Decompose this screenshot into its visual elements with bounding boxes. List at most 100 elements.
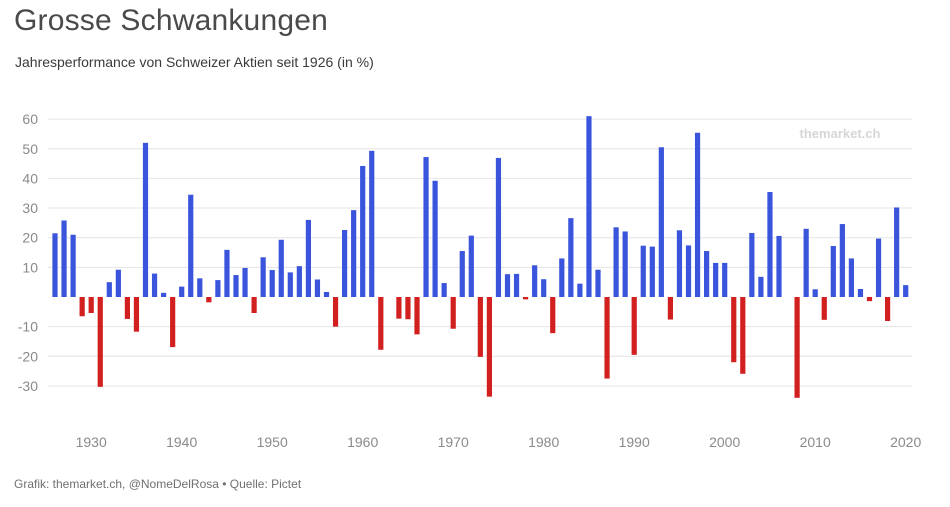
bar-1983 [568, 218, 574, 297]
bar-1958 [342, 229, 348, 297]
bar-1989 [622, 231, 628, 297]
bar-1980 [541, 279, 547, 297]
bar-2002 [740, 297, 746, 374]
bar-1974 [486, 297, 492, 397]
bar-2008 [794, 297, 800, 398]
bar-1926 [52, 233, 58, 297]
bar-2015 [857, 288, 864, 297]
bar-1991 [640, 245, 646, 297]
bar-1978 [523, 297, 529, 300]
bar-2013 [839, 224, 845, 297]
bar-2001 [731, 297, 737, 363]
x-axis-ticks: 1930 1940 1950 1960 1970 1980 1990 2000 2010 2020 [76, 434, 922, 450]
watermark: themarket.ch [800, 126, 881, 141]
bar-1935 [133, 297, 140, 332]
bar-1996 [685, 245, 692, 297]
bars [52, 116, 909, 398]
bar-1961 [369, 150, 375, 297]
y-tick-label: 10 [22, 259, 38, 275]
bar-1984 [577, 283, 583, 297]
bar-1971 [459, 251, 465, 297]
x-tick-label: 1950 [257, 434, 288, 450]
bar-1937 [151, 273, 158, 297]
bar-1948 [251, 297, 257, 314]
bar-1946 [233, 275, 239, 297]
bar-1965 [405, 297, 411, 320]
bar-1940 [179, 286, 185, 297]
bar-1928 [70, 234, 76, 298]
bar-1977 [513, 273, 520, 297]
bar-1942 [197, 278, 203, 297]
bar-1951 [278, 239, 284, 297]
y-tick-label: -10 [18, 319, 38, 335]
bar-1994 [667, 297, 673, 320]
y-tick-label: -30 [18, 378, 38, 394]
bar-2019 [894, 207, 900, 297]
bar-1973 [477, 297, 483, 357]
bar-1933 [115, 269, 121, 297]
bar-1995 [676, 230, 683, 297]
bar-2004 [758, 276, 764, 297]
bar-2010 [812, 289, 818, 297]
bar-2005 [767, 192, 773, 297]
bar-1970 [450, 297, 456, 329]
bar-1944 [215, 280, 221, 297]
bar-1999 [713, 262, 719, 297]
bar-1945 [224, 249, 230, 297]
bar-2006 [776, 235, 782, 297]
bar-2018 [885, 297, 891, 322]
x-tick-label: 2000 [709, 434, 740, 450]
bar-1927 [61, 220, 67, 297]
bar-1993 [658, 147, 664, 297]
bar-1936 [142, 142, 149, 297]
bar-1938 [161, 292, 167, 297]
bar-1929 [79, 297, 85, 317]
bar-1982 [559, 258, 565, 297]
bar-2020 [903, 285, 909, 297]
bar-2003 [749, 232, 755, 297]
bar-1998 [704, 251, 710, 297]
x-tick-label: 1930 [76, 434, 107, 450]
y-tick-label: 60 [22, 111, 38, 127]
bar-1985 [586, 116, 592, 297]
bar-1941 [188, 194, 194, 297]
bar-chart: 60 50 40 30 2010 -10 -20 -30 1930 1940 1950 1960 19… [18, 111, 922, 450]
chart-title: Grosse Schwankungen [14, 4, 328, 37]
bar-1968 [432, 180, 438, 297]
bar-1959 [351, 210, 357, 297]
y-axis-ticks: 60 50 40 30 20 10 -10 -20 -30 [18, 111, 38, 394]
x-tick-label: 2010 [800, 434, 831, 450]
bar-1939 [170, 297, 176, 348]
bar-1949 [260, 257, 266, 297]
bar-1988 [613, 227, 619, 297]
bar-1986 [595, 269, 601, 297]
y-tick-label: 30 [22, 200, 38, 216]
bar-1953 [296, 266, 302, 297]
y-tick-label: 50 [22, 141, 38, 157]
chart-subtitle: Jahresperformance von Schweizer Aktien s… [15, 54, 374, 70]
bar-1976 [504, 274, 511, 297]
bar-2017 [875, 238, 882, 297]
bar-1952 [287, 272, 293, 297]
x-tick-label: 2020 [890, 434, 921, 450]
y-tick-label: 40 [22, 170, 38, 186]
bar-1954 [305, 219, 311, 297]
x-tick-label: 1980 [528, 434, 559, 450]
bar-1956 [323, 291, 330, 297]
x-tick-label: 1960 [347, 434, 378, 450]
bar-1955 [314, 279, 321, 297]
x-tick-label: 1940 [166, 434, 197, 450]
bar-2016 [866, 297, 873, 302]
bar-1972 [468, 235, 474, 297]
bar-2014 [848, 258, 854, 297]
bar-1990 [631, 297, 637, 355]
bar-1947 [242, 267, 248, 297]
bar-1962 [378, 297, 384, 350]
bar-2011 [821, 297, 827, 320]
bar-1957 [332, 297, 339, 327]
bar-2012 [830, 246, 836, 297]
x-tick-label: 1970 [438, 434, 469, 450]
y-tick-label: -20 [18, 348, 38, 364]
bar-1964 [396, 297, 402, 319]
bar-2000 [722, 262, 728, 297]
